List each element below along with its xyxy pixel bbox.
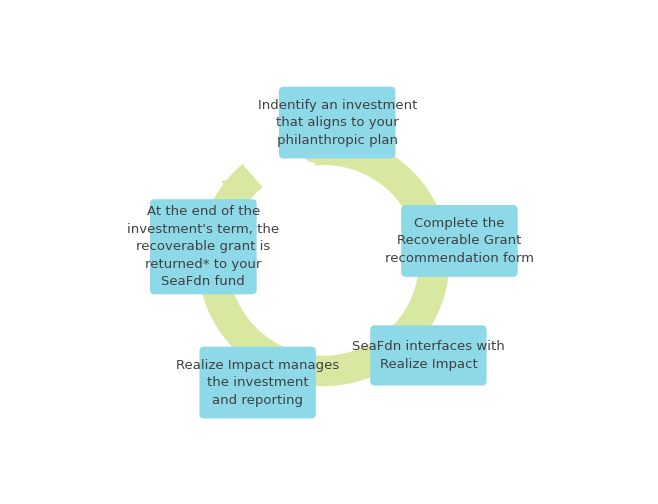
FancyBboxPatch shape bbox=[199, 347, 316, 418]
Text: Complete the
Recoverable Grant
recommendation form: Complete the Recoverable Grant recommend… bbox=[385, 217, 534, 265]
Polygon shape bbox=[222, 175, 253, 205]
Text: Indentify an investment
that aligns to your
philanthropic plan: Indentify an investment that aligns to y… bbox=[257, 99, 417, 147]
Text: Realize Impact manages
the investment
and reporting: Realize Impact manages the investment an… bbox=[176, 358, 340, 407]
Text: SeaFdn interfaces with
Realize Impact: SeaFdn interfaces with Realize Impact bbox=[352, 340, 505, 370]
FancyBboxPatch shape bbox=[370, 326, 487, 386]
FancyBboxPatch shape bbox=[401, 205, 518, 277]
FancyBboxPatch shape bbox=[150, 199, 257, 294]
FancyBboxPatch shape bbox=[279, 87, 395, 158]
Text: At the end of the
investment's term, the
recoverable grant is
returned* to your
: At the end of the investment's term, the… bbox=[127, 205, 280, 288]
